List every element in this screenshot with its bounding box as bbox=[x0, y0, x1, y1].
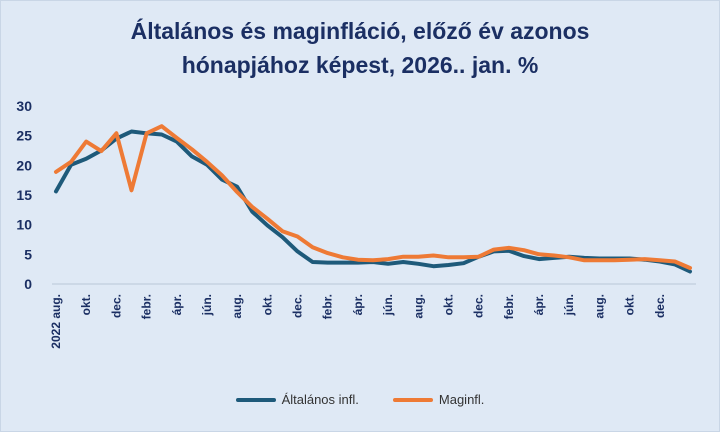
x-tick-label: aug. bbox=[592, 294, 606, 319]
legend: Általános infl. Maginfl. bbox=[0, 392, 720, 407]
x-tick-label: 2022 aug. bbox=[49, 294, 63, 349]
x-tick-label: dec. bbox=[472, 294, 486, 318]
x-tick-label: ápr. bbox=[170, 294, 184, 315]
x-tick-label: dec. bbox=[653, 294, 667, 318]
chart-title-line-1: Általános és maginfláció, előző év azono… bbox=[130, 18, 590, 44]
y-tick-label: 25 bbox=[16, 128, 32, 144]
y-tick-label: 20 bbox=[16, 157, 32, 173]
series-line-altalanos bbox=[54, 129, 692, 274]
y-tick-label: 0 bbox=[24, 276, 32, 292]
x-tick-label: okt. bbox=[79, 294, 93, 315]
legend-item-maginfl: Maginfl. bbox=[392, 392, 485, 407]
x-tick-label: jún. bbox=[562, 294, 576, 316]
chart-title-line-2: hónapjához képest, 2026.. jan. % bbox=[181, 52, 539, 78]
x-tick-label: jún. bbox=[200, 294, 214, 316]
y-axis: 0 5 10 15 20 25 30 bbox=[16, 98, 696, 292]
x-tick-label: okt. bbox=[441, 294, 455, 315]
y-tick-label: 5 bbox=[24, 246, 32, 262]
x-axis: 2022 aug. okt. dec. febr. ápr. jún. aug. okt. de… bbox=[49, 294, 667, 349]
x-tick-label: febr. bbox=[321, 294, 335, 319]
x-tick-label: ápr. bbox=[532, 294, 546, 315]
y-tick-label: 30 bbox=[16, 98, 32, 114]
y-tick-label: 15 bbox=[16, 187, 32, 203]
x-tick-label: okt. bbox=[260, 294, 274, 315]
x-tick-label: dec. bbox=[291, 294, 305, 318]
y-tick-label: 10 bbox=[16, 217, 32, 233]
x-tick-label: aug. bbox=[230, 294, 244, 319]
legend-label-maginfl: Maginfl. bbox=[438, 392, 485, 407]
x-tick-label: dec. bbox=[109, 294, 123, 318]
x-tick-label: ápr. bbox=[351, 294, 365, 315]
series-line-maginfl bbox=[54, 124, 692, 270]
legend-swatch-altalanos bbox=[235, 397, 276, 402]
x-tick-label: okt. bbox=[623, 294, 637, 315]
chart-title: Általános és maginfláció, előző év azono… bbox=[60, 14, 660, 82]
series-lines bbox=[54, 124, 692, 274]
x-tick-label: jún. bbox=[381, 294, 395, 316]
legend-item-altalanos: Általános infl. bbox=[235, 392, 359, 407]
x-tick-label: aug. bbox=[411, 294, 425, 319]
x-tick-label: febr. bbox=[140, 294, 154, 319]
legend-swatch-maginfl bbox=[392, 397, 433, 402]
x-tick-label: febr. bbox=[502, 294, 516, 319]
legend-label-altalanos: Általános infl. bbox=[281, 392, 359, 407]
